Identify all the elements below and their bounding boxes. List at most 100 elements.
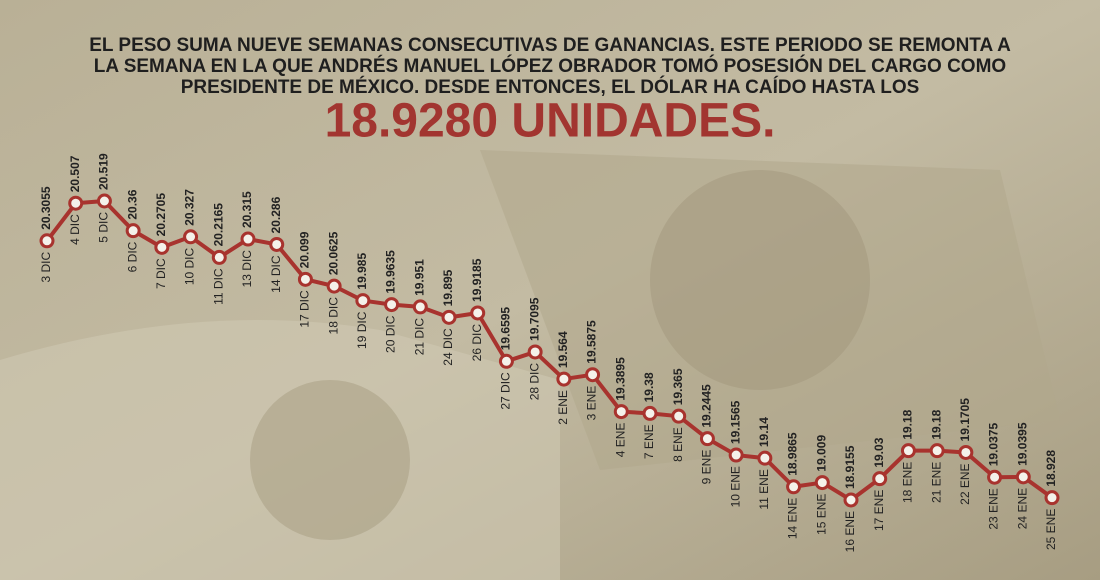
x-tick-label: 2 ENE xyxy=(556,390,570,425)
value-label: 19.895 xyxy=(441,269,455,306)
x-tick-label: 4 ENE xyxy=(613,423,627,458)
point xyxy=(814,475,830,491)
point xyxy=(68,195,84,211)
value-label: 19.0395 xyxy=(1015,422,1029,466)
point xyxy=(470,305,486,321)
value-label: 20.0625 xyxy=(326,231,340,275)
point xyxy=(154,239,170,255)
point xyxy=(96,193,112,209)
point xyxy=(843,492,859,508)
value-label: 20.519 xyxy=(97,153,111,190)
point xyxy=(211,249,227,265)
value-label: 19.9185 xyxy=(470,258,484,302)
point xyxy=(699,431,715,447)
x-tick-label: 14 ENE xyxy=(786,498,800,539)
x-tick-label: 18 ENE xyxy=(901,462,915,503)
value-label: 20.2165 xyxy=(211,203,225,247)
value-label: 19.7095 xyxy=(527,297,541,341)
headline: 18.9280 UNIDADES. xyxy=(325,95,776,148)
x-tick-label: 3 DIC xyxy=(39,251,53,282)
value-label: 20.3055 xyxy=(39,186,53,230)
value-label: 19.009 xyxy=(814,435,828,472)
point xyxy=(240,231,256,247)
value-label: 19.18 xyxy=(901,409,915,439)
x-tick-label: 4 DIC xyxy=(68,214,82,245)
value-label: 19.3895 xyxy=(613,357,627,401)
point xyxy=(642,405,658,421)
value-label: 19.365 xyxy=(671,368,685,405)
x-tick-label: 3 ENE xyxy=(585,386,599,421)
point xyxy=(297,271,313,287)
value-label: 20.099 xyxy=(298,231,312,268)
value-label: 20.36 xyxy=(125,189,139,219)
x-tick-label: 7 DIC xyxy=(154,258,168,289)
x-tick-label: 17 DIC xyxy=(298,290,312,328)
value-label: 19.9635 xyxy=(384,250,398,294)
value-label: 20.286 xyxy=(269,196,283,233)
value-label: 19.951 xyxy=(412,259,426,296)
point xyxy=(987,469,1003,485)
x-tick-label: 25 ENE xyxy=(1044,509,1058,550)
value-label: 20.315 xyxy=(240,191,254,228)
value-label: 19.14 xyxy=(757,417,771,447)
x-tick-label: 24 ENE xyxy=(1015,488,1029,529)
value-label: 18.928 xyxy=(1044,450,1058,487)
portrait-shape xyxy=(250,380,410,540)
point xyxy=(556,371,572,387)
x-tick-label: 10 ENE xyxy=(728,466,742,507)
value-label: 18.9155 xyxy=(843,445,857,489)
point xyxy=(412,299,428,315)
point xyxy=(269,236,285,252)
x-tick-label: 17 ENE xyxy=(872,490,886,531)
x-tick-label: 8 ENE xyxy=(671,427,685,462)
value-label: 19.985 xyxy=(355,253,369,290)
x-tick-label: 7 ENE xyxy=(642,424,656,459)
portrait-shape xyxy=(650,170,870,390)
value-label: 20.2705 xyxy=(154,193,168,237)
point xyxy=(728,447,744,463)
x-tick-label: 10 DIC xyxy=(183,247,197,285)
x-tick-label: 20 DIC xyxy=(384,315,398,353)
point xyxy=(441,309,457,325)
value-label: 19.1705 xyxy=(958,398,972,442)
x-tick-label: 6 DIC xyxy=(125,241,139,272)
x-tick-label: 18 DIC xyxy=(326,297,340,335)
value-label: 19.38 xyxy=(642,372,656,402)
value-label: 19.0375 xyxy=(987,423,1001,467)
point xyxy=(39,233,55,249)
point xyxy=(527,344,543,360)
point xyxy=(929,443,945,459)
point xyxy=(613,404,629,420)
value-label: 19.6595 xyxy=(499,307,513,351)
x-tick-label: 26 DIC xyxy=(470,324,484,362)
value-label: 19.18 xyxy=(929,409,943,439)
value-label: 20.327 xyxy=(183,189,197,226)
x-tick-label: 19 DIC xyxy=(355,311,369,349)
point xyxy=(1044,490,1060,506)
point xyxy=(326,278,342,294)
x-tick-label: 11 DIC xyxy=(211,268,225,305)
value-label: 19.5875 xyxy=(585,320,599,364)
x-tick-label: 21 ENE xyxy=(929,462,943,503)
point xyxy=(900,443,916,459)
point xyxy=(125,223,141,239)
x-tick-label: 15 ENE xyxy=(814,494,828,535)
point xyxy=(786,479,802,495)
title-line: PRESIDENTE DE MÉXICO. DESDE ENTONCES, EL… xyxy=(181,76,920,98)
x-tick-label: 23 ENE xyxy=(987,488,1001,529)
point xyxy=(1015,469,1031,485)
x-tick-label: 28 DIC xyxy=(527,363,541,401)
point xyxy=(757,450,773,466)
x-tick-label: 5 DIC xyxy=(97,212,111,243)
x-tick-label: 9 ENE xyxy=(700,450,714,485)
title-line: EL PESO SUMA NUEVE SEMANAS CONSECUTIVAS … xyxy=(89,35,1011,56)
value-label: 19.1565 xyxy=(728,400,742,444)
value-label: 20.507 xyxy=(68,155,82,192)
x-tick-label: 27 DIC xyxy=(499,372,513,410)
x-tick-label: 11 ENE xyxy=(757,469,771,509)
point xyxy=(498,353,514,369)
point xyxy=(671,408,687,424)
point xyxy=(355,293,371,309)
value-label: 19.564 xyxy=(556,331,570,368)
